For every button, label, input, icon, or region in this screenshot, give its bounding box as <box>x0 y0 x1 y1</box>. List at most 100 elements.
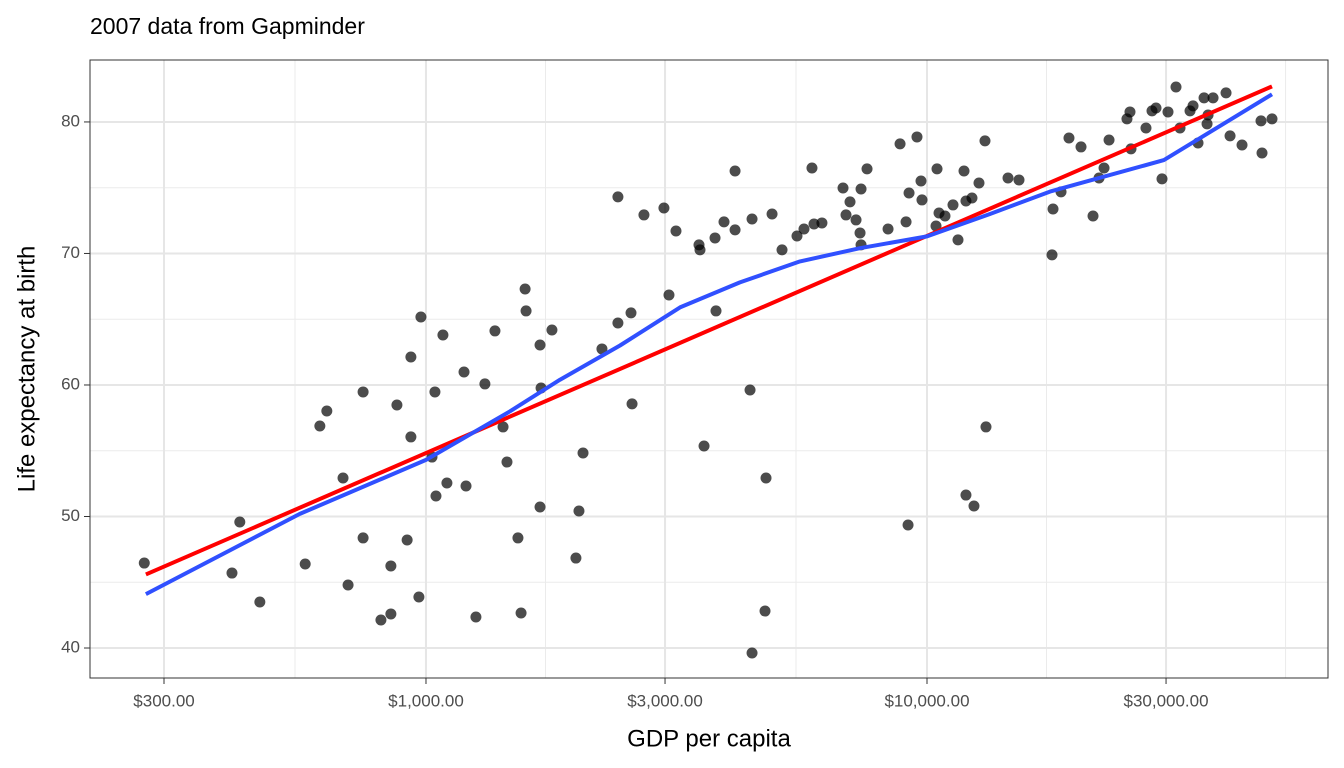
point <box>1124 106 1136 118</box>
y-tick-label: 40 <box>61 637 80 656</box>
point <box>234 516 246 528</box>
point <box>960 489 972 501</box>
point <box>1098 162 1110 174</box>
point <box>798 223 810 235</box>
point <box>663 289 675 301</box>
point <box>729 165 741 177</box>
point <box>1156 173 1168 185</box>
point <box>900 216 912 228</box>
point <box>746 213 758 225</box>
point <box>746 647 758 659</box>
point <box>931 163 943 175</box>
point <box>489 325 501 337</box>
point <box>546 324 558 336</box>
point <box>861 163 873 175</box>
point <box>385 608 397 620</box>
point <box>1002 172 1014 184</box>
point <box>855 183 867 195</box>
point <box>1046 249 1058 261</box>
point <box>1162 106 1174 118</box>
point <box>321 405 333 417</box>
point <box>670 225 682 237</box>
point <box>744 384 756 396</box>
point <box>512 532 524 544</box>
point <box>430 490 442 502</box>
point <box>979 135 991 147</box>
point <box>694 244 706 256</box>
point <box>612 317 624 329</box>
point <box>1207 92 1219 104</box>
point <box>299 558 311 570</box>
x-tick-label: $10,000.00 <box>884 691 969 710</box>
y-tick-label: 80 <box>61 111 80 130</box>
point <box>854 227 866 239</box>
x-tick-label: $300.00 <box>133 691 194 710</box>
point <box>534 339 546 351</box>
point <box>709 232 721 244</box>
panel-border <box>89 59 1329 679</box>
point <box>401 534 413 546</box>
point <box>760 472 772 484</box>
point <box>501 456 513 468</box>
point <box>596 343 608 355</box>
x-tick-label: $3,000.00 <box>627 691 703 710</box>
point <box>470 611 482 623</box>
point <box>837 182 849 194</box>
point <box>138 557 150 569</box>
panel-background <box>90 60 1328 678</box>
point <box>718 216 730 228</box>
point <box>1187 100 1199 112</box>
point <box>776 244 788 256</box>
point <box>791 230 803 242</box>
point <box>405 351 417 363</box>
point <box>1013 174 1025 186</box>
point <box>916 194 928 206</box>
point <box>902 519 914 531</box>
point <box>1150 102 1162 114</box>
y-axis-title: Life expectancy at birth <box>13 246 40 493</box>
point <box>314 420 326 432</box>
point <box>441 477 453 489</box>
point <box>1047 203 1059 215</box>
point <box>460 480 472 492</box>
point <box>437 329 449 341</box>
point <box>1236 139 1248 151</box>
point <box>729 224 741 236</box>
point <box>357 532 369 544</box>
point <box>226 567 238 579</box>
point <box>1220 87 1232 99</box>
chart-title: 2007 data from Gapminder <box>90 13 365 39</box>
point <box>342 579 354 591</box>
point <box>497 421 509 433</box>
point <box>816 217 828 229</box>
point <box>1198 92 1210 104</box>
point <box>375 614 387 626</box>
y-tick-label: 70 <box>61 243 80 262</box>
point <box>1140 122 1152 134</box>
point <box>766 208 778 220</box>
point <box>405 431 417 443</box>
point <box>519 283 531 295</box>
fit-line <box>145 84 1273 577</box>
point <box>947 199 959 211</box>
point <box>806 162 818 174</box>
point <box>626 398 638 410</box>
point <box>570 552 582 564</box>
point <box>939 210 951 222</box>
point <box>1224 130 1236 142</box>
point <box>1256 147 1268 159</box>
point <box>625 307 637 319</box>
point <box>458 366 470 378</box>
point <box>534 501 546 513</box>
point <box>894 138 906 150</box>
point <box>520 305 532 317</box>
point <box>658 202 670 214</box>
point <box>1201 118 1213 130</box>
point <box>1087 210 1099 222</box>
fit-line <box>144 92 1274 596</box>
point <box>698 440 710 452</box>
point <box>1170 81 1182 93</box>
point <box>966 192 978 204</box>
point <box>1063 132 1075 144</box>
point <box>840 209 852 221</box>
